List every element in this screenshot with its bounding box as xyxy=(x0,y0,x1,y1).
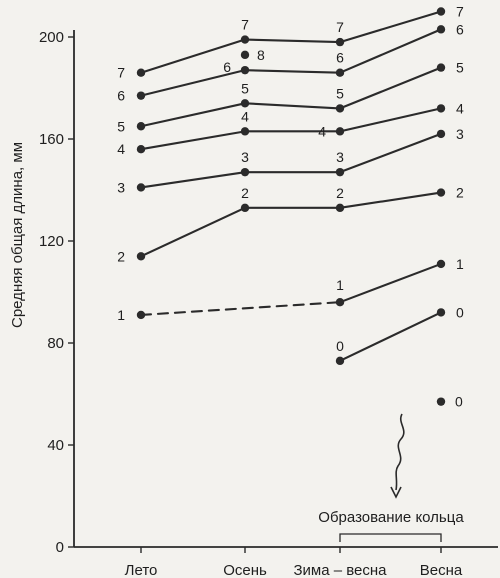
data-point xyxy=(240,203,250,213)
data-point xyxy=(335,356,345,366)
data-point xyxy=(335,37,345,47)
data-point xyxy=(335,298,345,307)
data-point xyxy=(240,127,250,136)
series-label: 0 xyxy=(455,394,463,410)
series-label: 5 xyxy=(336,85,344,101)
data-point xyxy=(240,35,250,44)
series-label: 1 xyxy=(117,307,125,323)
data-point xyxy=(436,308,446,317)
series-label: 3 xyxy=(336,149,344,165)
data-point xyxy=(136,122,146,131)
annotation-text: Образование кольца xyxy=(318,509,464,526)
data-point xyxy=(240,167,250,177)
series-label: 3 xyxy=(241,149,249,165)
series-line-segment xyxy=(139,38,247,74)
data-point xyxy=(240,65,250,75)
series-line-segment xyxy=(338,262,443,304)
data-point xyxy=(240,50,250,60)
series-line-segment xyxy=(139,130,247,151)
series-label: 4 xyxy=(456,100,464,116)
data-point xyxy=(136,183,146,192)
data-point xyxy=(136,252,146,261)
data-point xyxy=(436,63,446,72)
series-label: 4 xyxy=(241,108,249,124)
series-label: 2 xyxy=(336,185,344,201)
series-line-segment xyxy=(338,191,443,209)
x-tick-label: Лето xyxy=(125,562,158,578)
series-line-segment xyxy=(139,206,247,258)
data-point xyxy=(136,145,146,154)
series-label: 5 xyxy=(117,118,125,134)
series-label: 0 xyxy=(336,338,344,354)
series-label: 0 xyxy=(456,304,464,320)
data-point xyxy=(335,127,345,136)
series-label: 7 xyxy=(336,19,344,35)
series-label: 1 xyxy=(456,256,464,272)
series-label: 5 xyxy=(241,80,249,96)
series-label: 3 xyxy=(117,179,125,195)
data-point xyxy=(436,259,446,269)
x-tick-label: Зима – весна xyxy=(293,562,387,578)
annotation-squiggle xyxy=(395,413,405,491)
data-point xyxy=(436,25,446,34)
series-line-segment xyxy=(139,102,247,128)
series-line-segment xyxy=(338,107,443,133)
data-point xyxy=(335,68,345,77)
series-line-segment xyxy=(338,132,443,174)
series-label: 4 xyxy=(117,141,125,157)
series-line-segment xyxy=(139,301,342,317)
series-line-segment xyxy=(338,66,443,110)
y-tick-label: 200 xyxy=(39,29,64,46)
annotation-bracket xyxy=(339,533,442,542)
series-label: 7 xyxy=(241,17,249,33)
series-label: 6 xyxy=(223,59,231,75)
series-label: 6 xyxy=(117,88,125,104)
data-point xyxy=(436,7,446,16)
series-label: 8 xyxy=(257,47,265,63)
data-point xyxy=(335,167,345,177)
data-point xyxy=(436,188,446,197)
y-axis-label: Средняя общая длина, мм xyxy=(9,142,26,328)
series-label: 5 xyxy=(456,60,464,76)
data-point xyxy=(335,104,345,113)
data-point xyxy=(240,99,250,108)
series-label: 6 xyxy=(456,21,464,37)
series-label: 7 xyxy=(456,4,464,20)
annotation-arrowhead xyxy=(390,486,402,499)
data-point xyxy=(136,91,146,100)
series-label: 1 xyxy=(336,277,344,293)
series-label: 2 xyxy=(241,185,249,201)
series-line-segment xyxy=(338,311,443,362)
series-line-segment xyxy=(243,69,342,74)
y-tick-label: 160 xyxy=(39,131,64,148)
series-line-segment xyxy=(139,69,247,97)
y-tick-label: 40 xyxy=(47,437,64,454)
series-label: 2 xyxy=(456,185,464,201)
data-point xyxy=(136,68,146,77)
series-line-segment xyxy=(139,171,247,189)
series-label: 7 xyxy=(117,65,125,81)
series-label: 4 xyxy=(318,123,326,139)
series-line-segment xyxy=(338,28,443,74)
series-line-segment xyxy=(243,38,342,44)
data-point xyxy=(436,104,446,113)
series-label: 6 xyxy=(336,50,344,66)
series-line-segment xyxy=(243,102,342,110)
y-tick-label: 0 xyxy=(56,539,64,556)
data-point xyxy=(136,310,146,320)
x-tick-label: Весна xyxy=(420,562,463,578)
series-label: 3 xyxy=(456,126,464,142)
series-line-segment xyxy=(338,10,443,44)
data-point xyxy=(436,129,446,139)
y-tick-label: 120 xyxy=(39,233,64,250)
data-point xyxy=(335,203,345,213)
y-tick-label: 80 xyxy=(47,335,64,352)
series-label: 2 xyxy=(117,248,125,264)
x-tick-label: Осень xyxy=(223,562,267,578)
data-point xyxy=(436,397,446,406)
